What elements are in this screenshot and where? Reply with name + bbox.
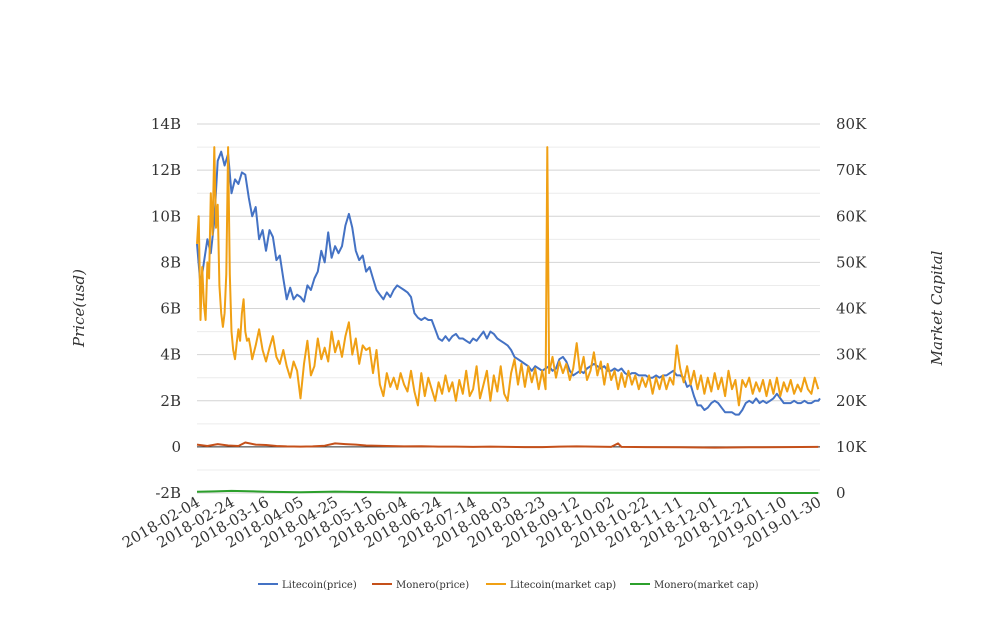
y-axis-label-right: Market Capital bbox=[928, 250, 946, 366]
y-tick-label-right: 70K bbox=[836, 161, 867, 179]
y-axis-right: 0 10K 20K 30K 40K 50K 60K 70K 80K bbox=[836, 115, 867, 502]
legend-label: Litecoin(price) bbox=[282, 580, 357, 591]
series-line-monero-price bbox=[196, 441, 819, 449]
y-tick-label-right: 10K bbox=[836, 438, 867, 456]
y-tick-label-left: 8B bbox=[160, 253, 181, 271]
legend-label: Monero(price) bbox=[396, 580, 469, 591]
y-tick-label-left: 14B bbox=[151, 115, 181, 133]
y-tick-label-left: 6B bbox=[160, 300, 181, 318]
y-tick-label-left: 12B bbox=[151, 161, 181, 179]
legend-label: Litecoin(market cap) bbox=[510, 580, 616, 591]
y-tick-label-right: 80K bbox=[836, 115, 867, 133]
legend-label: Monero(market cap) bbox=[654, 580, 759, 591]
legend: Litecoin(price) Monero(price) Litecoin(mar… bbox=[258, 580, 759, 591]
x-axis: 2018-02-042018-02-242018-03-162018-04-05… bbox=[119, 493, 824, 552]
y-axis-label-left: Price(usd) bbox=[70, 269, 88, 348]
y-tick-label-left: 10B bbox=[151, 207, 181, 225]
y-tick-label-right: 40K bbox=[836, 300, 867, 318]
y-tick-label-left: -2B bbox=[155, 484, 181, 502]
series-layer bbox=[196, 146, 821, 494]
y-tick-label-right: 0 bbox=[836, 484, 846, 502]
series-line-litecoin-price bbox=[196, 150, 821, 416]
grid-layer bbox=[197, 123, 820, 494]
y-tick-label-left: 0 bbox=[171, 438, 181, 456]
y-tick-label-right: 30K bbox=[836, 346, 867, 364]
series-line-litecoin-market-cap bbox=[196, 146, 820, 407]
series-line-monero-market-cap bbox=[196, 489, 819, 494]
y-tick-label-right: 60K bbox=[836, 207, 867, 225]
y-tick-label-left: 4B bbox=[160, 346, 181, 364]
y-tick-label-right: 20K bbox=[836, 392, 867, 410]
y-tick-label-left: 2B bbox=[160, 392, 181, 410]
y-tick-label-right: 50K bbox=[836, 253, 867, 271]
y-axis-left: -2B 0 2B 4B 6B 8B 10B 12B 14B bbox=[151, 115, 181, 502]
